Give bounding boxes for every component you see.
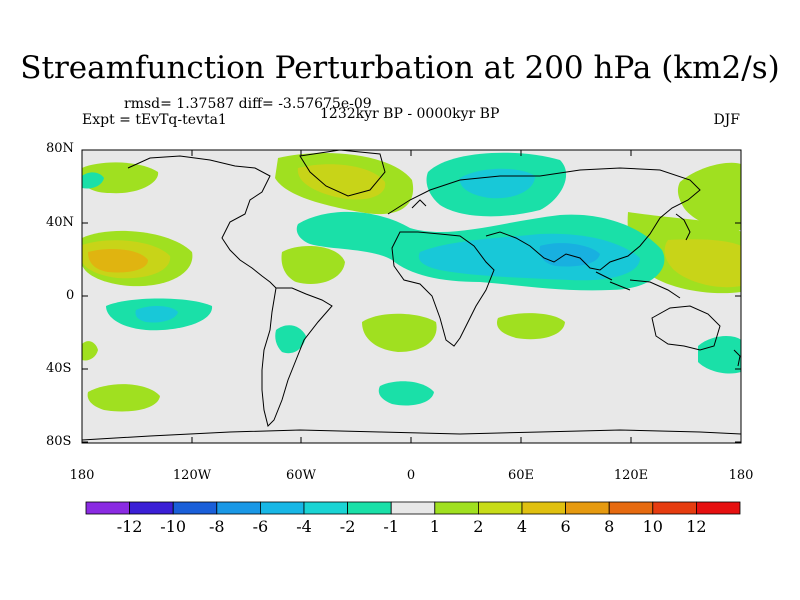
- coast-maritime-continent: [595, 271, 681, 299]
- colorbar-label-0: -12: [116, 517, 143, 536]
- coast-africa: [391, 231, 495, 347]
- colorbar-swatch-11: [565, 501, 610, 515]
- coast-greenland: [299, 150, 386, 197]
- map-panel: [81, 149, 742, 444]
- lon-label-60e: 60E: [507, 468, 535, 483]
- colorbar: [85, 501, 741, 515]
- colorbar-swatch-12: [608, 501, 654, 515]
- colorbar-swatch-10: [521, 501, 566, 515]
- colorbar-swatch-3: [216, 501, 261, 515]
- anomaly-pos-west-pacific-mid: [664, 239, 741, 288]
- experiment-label: Expt = tEvTq-tevta1: [82, 112, 227, 128]
- colorbar-label-9: 4: [516, 517, 528, 536]
- coast-north-america: [127, 155, 277, 289]
- lon-label-180w: 180: [69, 468, 95, 483]
- colorbar-swatch-13: [652, 501, 697, 515]
- colorbar-label-12: 10: [642, 517, 663, 536]
- colorbar-swatch-1: [129, 501, 174, 515]
- colorbar-swatch-0: [85, 501, 130, 515]
- lat-label-80s: 80S: [46, 434, 72, 449]
- anomaly-pos-kamchatka: [677, 162, 741, 231]
- lon-label-120e: 120E: [613, 468, 649, 483]
- lat-label-40s: 40S: [46, 361, 72, 376]
- colorbar-label-4: -4: [296, 517, 312, 536]
- coast-uk: [411, 199, 427, 209]
- lat-label-80n: 80N: [46, 141, 74, 156]
- colorbar-swatch-14: [696, 501, 741, 515]
- lon-label-180e: 180: [728, 468, 754, 483]
- colorbar-label-2: -8: [209, 517, 225, 536]
- colorbar-label-6: -1: [383, 517, 399, 536]
- coast-south-america: [261, 287, 333, 427]
- anomaly-pos-south-pacific: [87, 384, 160, 412]
- anomaly-pos-central-pacific-core: [88, 248, 148, 273]
- coast-antarctica: [82, 429, 741, 441]
- lat-label-40n: 40N: [46, 215, 74, 230]
- colorbar-label-8: 2: [473, 517, 484, 536]
- chart-title: Streamfunction Perturbation at 200 hPa (…: [20, 50, 780, 86]
- colorbar-label-13: 12: [686, 517, 707, 536]
- coast-new-zealand: [733, 349, 741, 367]
- colorbar-label-1: -10: [160, 517, 187, 536]
- colorbar-label-11: 8: [604, 517, 615, 536]
- anomaly-pos-caribbean: [281, 246, 345, 284]
- coast-australia: [651, 305, 721, 351]
- colorbar-swatch-8: [434, 501, 479, 515]
- colorbar-swatch-6: [347, 501, 392, 515]
- coast-japan: [675, 213, 691, 241]
- season-label: DJF: [713, 112, 740, 128]
- anomaly-neg-south-america: [275, 325, 306, 354]
- anomaly-pos-south-indian: [496, 313, 565, 340]
- lon-label-0: 0: [406, 468, 416, 483]
- period-label: 1232kyr BP - 0000kyr BP: [320, 106, 500, 122]
- anomaly-pos-north-pacific: [82, 162, 159, 194]
- colorbar-swatch-5: [303, 501, 348, 515]
- lat-label-0: 0: [66, 288, 75, 303]
- lon-label-60w: 60W: [286, 468, 316, 483]
- anomaly-neg-south-atlantic: [378, 381, 434, 406]
- colorbar-label-10: 6: [560, 517, 571, 536]
- anomaly-neg-aleutian-edge: [82, 172, 104, 189]
- anomaly-neg-band-mid: [418, 233, 640, 281]
- anomaly-pos-south-atlantic: [362, 313, 437, 352]
- colorbar-swatch-7: [390, 501, 436, 515]
- coast-eurasia: [387, 167, 701, 271]
- anomaly-pos-west-edge: [82, 341, 98, 361]
- colorbar-label-5: -2: [339, 517, 356, 536]
- colorbar-swatch-2: [172, 501, 218, 515]
- colorbar-swatch-9: [477, 501, 523, 515]
- colorbar-label-3: -6: [252, 517, 269, 536]
- anomaly-neg-equatorial-core: [135, 306, 178, 323]
- stats-line: rmsd= 1.37587 diff= -3.57675e-09: [124, 96, 372, 112]
- colorbar-label-7: 1: [429, 517, 440, 536]
- colorbar-swatch-4: [259, 501, 305, 515]
- anomaly-pos-greenland-core: [297, 164, 386, 200]
- lon-label-120w: 120W: [172, 468, 212, 483]
- anomaly-neg-australia-south: [698, 336, 741, 374]
